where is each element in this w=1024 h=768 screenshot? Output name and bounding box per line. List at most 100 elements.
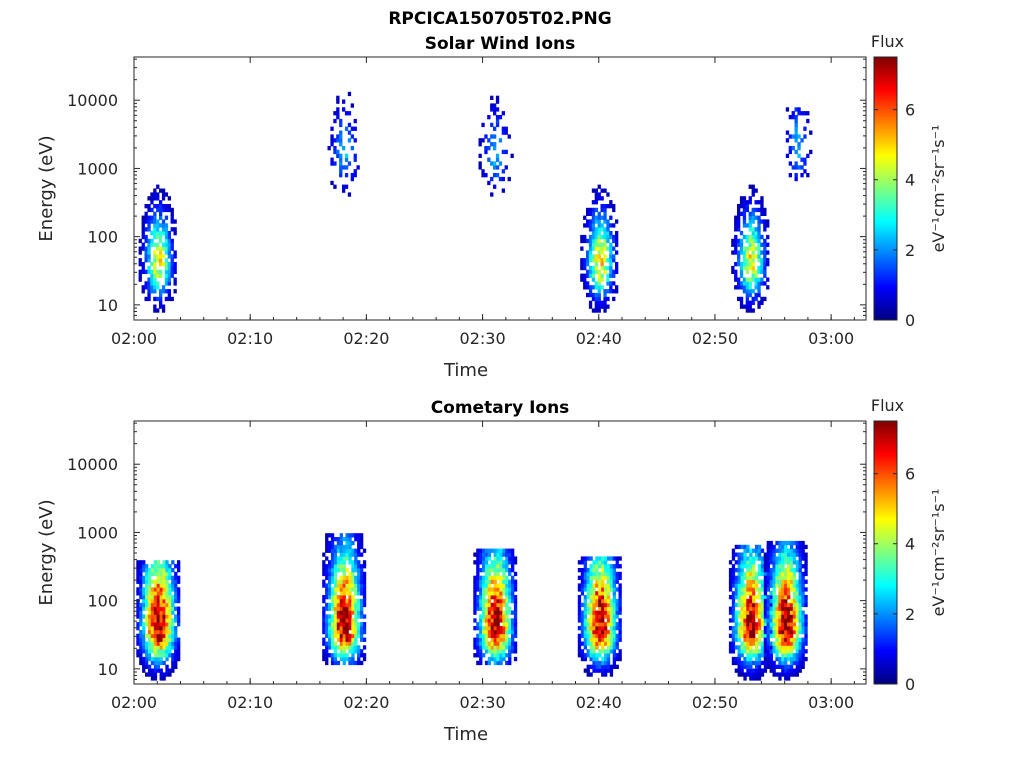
spectrogram-cell xyxy=(592,564,596,569)
spectrogram-cell xyxy=(589,637,593,642)
spectrogram-cell xyxy=(165,664,169,669)
spectrogram-cell xyxy=(147,668,152,673)
spectrogram-cell xyxy=(513,610,518,615)
spectrogram-cell xyxy=(159,269,163,274)
spectrogram-cell xyxy=(153,254,157,259)
spectrogram-cell xyxy=(325,548,329,553)
spectrogram-cell xyxy=(789,660,794,666)
spectrogram-cell xyxy=(577,583,582,588)
spectrogram-cell xyxy=(604,560,608,565)
spectrogram-cell xyxy=(499,587,503,592)
spectrogram-cell xyxy=(781,645,785,650)
spectrogram-cell xyxy=(795,548,799,553)
spectrogram-cell xyxy=(731,575,736,580)
spectrogram-cell xyxy=(353,126,357,131)
spectrogram-cell xyxy=(141,262,145,267)
spectrogram-cell xyxy=(740,552,744,557)
spectrogram-cell xyxy=(330,142,334,147)
spectrogram-cell xyxy=(333,587,338,592)
spectrogram-cell xyxy=(609,633,614,638)
spectrogram-cell xyxy=(164,273,169,278)
spectrogram-cell xyxy=(139,568,143,573)
spectrogram-cell xyxy=(164,262,169,267)
spectrogram-cell xyxy=(734,285,738,290)
spectrogram-cell xyxy=(749,591,753,596)
spectrogram-cell xyxy=(789,637,794,642)
spectrogram-cell xyxy=(740,629,744,635)
spectrogram-cell xyxy=(606,289,610,294)
spectrogram-cell xyxy=(785,130,790,135)
spectrogram-cell xyxy=(609,668,614,673)
spectrogram-cell xyxy=(161,289,166,294)
spectrogram-cell xyxy=(801,637,805,642)
spectrogram-cell xyxy=(490,629,494,635)
spectrogram-cell xyxy=(592,649,596,654)
spectrogram-cell xyxy=(586,568,590,573)
spectrogram-cell xyxy=(347,130,352,135)
spectrogram-cell xyxy=(156,281,160,286)
spectrogram-cell xyxy=(345,602,349,608)
spectrogram-cell xyxy=(734,668,738,673)
spectrogram-cell xyxy=(496,618,500,623)
spectrogram-cell xyxy=(502,598,506,604)
spectrogram-cell xyxy=(775,595,779,600)
x-axis-label: Time xyxy=(443,724,488,745)
spectrogram-cell xyxy=(798,610,802,615)
spectrogram-cell xyxy=(511,568,515,573)
spectrogram-cell xyxy=(153,579,158,584)
spectrogram-cell xyxy=(354,629,358,635)
spectrogram-cell xyxy=(598,653,602,658)
spectrogram-cell xyxy=(760,296,764,302)
spectrogram-cell xyxy=(159,300,163,305)
spectrogram-cell xyxy=(156,568,160,573)
spectrogram-cell xyxy=(784,672,788,677)
spectrogram-cell xyxy=(499,556,503,561)
spectrogram-cell xyxy=(763,207,767,213)
spectrogram-cell xyxy=(772,645,776,650)
spectrogram-cell xyxy=(588,238,593,244)
spectrogram-cell xyxy=(749,598,753,604)
spectrogram-cell xyxy=(778,595,782,600)
spectrogram-cell xyxy=(763,595,768,600)
spectrogram-cell xyxy=(499,568,503,573)
spectrogram-cell xyxy=(478,142,482,147)
spectrogram-cell xyxy=(580,587,585,592)
spectrogram-cell xyxy=(493,602,497,608)
spectrogram-cell xyxy=(348,626,352,631)
spectrogram-cell xyxy=(336,153,340,158)
spectrogram-cell xyxy=(743,618,747,623)
spectrogram-cell xyxy=(603,188,607,193)
spectrogram-cell xyxy=(161,285,166,290)
spectrogram-cell xyxy=(345,622,349,627)
spectrogram-cell xyxy=(586,591,590,596)
spectrogram-cell xyxy=(597,211,601,216)
spectrogram-cell xyxy=(139,618,143,623)
spectrogram-cell xyxy=(330,161,334,166)
spectrogram-cell xyxy=(757,254,761,259)
spectrogram-cell xyxy=(798,668,802,673)
spectrogram-cell xyxy=(586,579,590,584)
spectrogram-cell xyxy=(781,560,785,565)
spectrogram-cell xyxy=(803,157,807,162)
spectrogram-cell xyxy=(757,246,761,251)
spectrogram-cell xyxy=(763,637,768,642)
spectrogram-cell xyxy=(493,564,497,569)
spectrogram-cell xyxy=(742,265,747,271)
spectrogram-cell xyxy=(615,575,619,580)
spectrogram-cell xyxy=(147,664,152,669)
spectrogram-cell xyxy=(598,575,602,580)
spectrogram-cell xyxy=(504,126,508,131)
spectrogram-cell xyxy=(508,560,512,565)
spectrogram-cell xyxy=(345,645,349,650)
spectrogram-cell xyxy=(325,583,329,588)
spectrogram-cell xyxy=(153,568,158,573)
spectrogram-cell xyxy=(153,606,158,611)
spectrogram-cell xyxy=(792,606,797,611)
spectrogram-cell xyxy=(330,626,335,631)
spectrogram-cell xyxy=(746,587,750,592)
spectrogram-cell xyxy=(760,281,764,286)
spectrogram-cell xyxy=(345,568,349,573)
spectrogram-cell xyxy=(177,653,181,658)
spectrogram-cell xyxy=(601,664,605,669)
spectrogram-cell xyxy=(609,606,614,611)
